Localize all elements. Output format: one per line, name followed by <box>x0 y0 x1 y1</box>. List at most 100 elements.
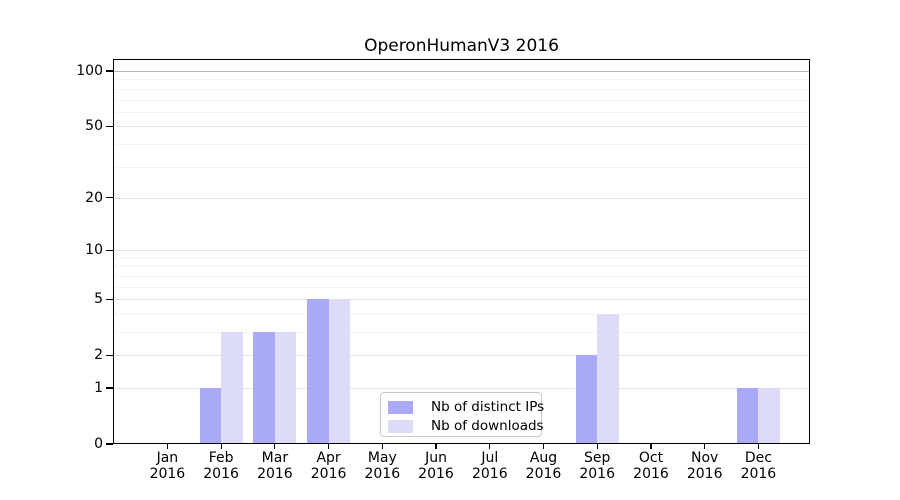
x-tick-label-may: May 2016 <box>352 450 412 482</box>
x-tick-month: Dec <box>744 450 772 466</box>
y-tick-mark-5 <box>106 298 113 300</box>
x-tick-year: 2016 <box>418 465 454 482</box>
gridline-minor-8 <box>113 266 810 268</box>
gridline-minor-30 <box>113 166 810 168</box>
x-tick-year: 2016 <box>310 465 347 482</box>
x-tick-year: 2016 <box>203 465 239 482</box>
x-tick-month: Mar <box>261 450 289 466</box>
gridline-major-50 <box>113 126 810 128</box>
x-tick-year: 2016 <box>257 465 293 482</box>
x-tick-label-apr: Apr 2016 <box>299 450 359 482</box>
x-tick-mark-sep <box>596 444 598 449</box>
bar-distinct-ips-dec <box>736 388 759 444</box>
gridline-minor-4 <box>113 313 810 315</box>
x-tick-month: Feb <box>208 450 234 466</box>
y-tick-label-5: 5 <box>94 291 103 308</box>
x-tick-month: Jun <box>425 450 447 466</box>
gridline-major-5 <box>113 299 810 301</box>
gridline-major-20 <box>113 197 810 199</box>
y-tick-mark-50 <box>106 125 113 127</box>
x-tick-mark-feb <box>220 444 222 449</box>
y-tick-mark-1 <box>106 387 113 389</box>
x-tick-month: Aug <box>529 450 558 466</box>
bar-downloads-mar <box>274 332 297 444</box>
x-tick-mark-dec <box>757 444 759 449</box>
bar-downloads-dec <box>758 388 780 444</box>
x-tick-label-feb: Feb 2016 <box>191 450 251 482</box>
x-tick-mark-nov <box>704 444 706 449</box>
legend-item-downloads: Nb of downloads <box>388 418 544 434</box>
bar-downloads-feb <box>221 332 243 444</box>
gridline-minor-3 <box>113 332 810 333</box>
y-tick-label-2: 2 <box>94 347 103 364</box>
gridline-minor-9 <box>113 257 810 259</box>
x-tick-label-dec: Dec 2016 <box>728 450 788 482</box>
x-tick-mark-jan <box>166 444 168 449</box>
x-tick-year: 2016 <box>740 465 777 482</box>
x-tick-label-mar: Mar 2016 <box>245 450 305 482</box>
y-tick-label-10: 10 <box>85 242 103 259</box>
gridline-minor-70 <box>113 99 810 101</box>
x-tick-year: 2016 <box>686 465 723 482</box>
y-tick-label-50: 50 <box>85 118 103 135</box>
x-tick-year: 2016 <box>149 465 186 482</box>
x-tick-label-nov: Nov 2016 <box>675 450 735 482</box>
plot-border <box>113 59 810 444</box>
x-tick-month: Jan <box>156 450 179 466</box>
y-tick-mark-100 <box>106 70 113 72</box>
legend-label-distinct-ips: Nb of distinct IPs <box>431 399 545 415</box>
x-tick-year: 2016 <box>525 465 562 482</box>
gridline-major-1 <box>113 388 810 389</box>
x-tick-year: 2016 <box>579 465 615 482</box>
legend-label-downloads: Nb of downloads <box>431 418 544 434</box>
bar-distinct-ips-mar <box>253 332 275 444</box>
x-tick-label-oct: Oct 2016 <box>621 450 681 482</box>
gridline-minor-60 <box>113 111 810 113</box>
x-tick-year: 2016 <box>364 465 401 482</box>
bar-downloads-sep <box>597 313 619 444</box>
gridline-major-2 <box>113 355 810 357</box>
x-tick-mark-jul <box>489 444 491 449</box>
y-tick-label-0: 0 <box>94 436 103 452</box>
gridline-minor-6 <box>113 286 810 288</box>
gridline-minor-7 <box>113 275 810 277</box>
x-tick-label-jun: Jun 2016 <box>406 450 466 482</box>
legend-swatch-downloads-icon <box>388 419 413 433</box>
x-tick-year: 2016 <box>633 465 669 482</box>
x-tick-label-aug: Aug 2016 <box>514 450 574 482</box>
gridline-major-10 <box>113 250 810 252</box>
bar-distinct-ips-sep <box>575 355 598 444</box>
bar-distinct-ips-apr <box>307 299 329 444</box>
x-tick-month: Nov <box>691 450 719 466</box>
gridline-minor-80 <box>113 88 810 90</box>
legend: Nb of distinct IPs Nb of downloads <box>380 392 545 437</box>
y-tick-mark-0 <box>106 443 113 445</box>
x-tick-mark-aug <box>542 444 545 449</box>
y-tick-label-1: 1 <box>94 380 103 396</box>
y-tick-mark-2 <box>106 354 113 356</box>
x-tick-month: Jul <box>481 450 499 466</box>
legend-item-distinct-ips: Nb of distinct IPs <box>388 399 545 415</box>
y-tick-mark-20 <box>106 197 113 199</box>
bar-distinct-ips-feb <box>199 388 222 444</box>
x-tick-month: Sep <box>583 450 611 466</box>
gridline-major-100 <box>113 71 810 72</box>
y-tick-label-20: 20 <box>85 189 103 206</box>
x-tick-mark-oct <box>650 444 652 449</box>
legend-swatch-distinct-ips-icon <box>388 400 413 414</box>
y-tick-mark-10 <box>106 249 113 251</box>
y-tick-label-100: 100 <box>76 63 103 79</box>
x-tick-label-jan: Jan 2016 <box>137 450 197 482</box>
x-tick-mark-may <box>381 444 383 449</box>
x-tick-month: Apr <box>316 450 341 466</box>
x-tick-mark-apr <box>328 444 330 449</box>
gridline-minor-40 <box>113 143 810 145</box>
x-tick-label-sep: Sep 2016 <box>567 450 627 482</box>
x-tick-mark-jun <box>435 444 437 449</box>
x-tick-mark-mar <box>274 444 276 449</box>
x-tick-year: 2016 <box>471 465 508 482</box>
chart-title: OperonHumanV3 2016 <box>364 36 559 56</box>
gridline-minor-90 <box>113 79 810 81</box>
x-tick-label-jul: Jul 2016 <box>460 450 520 482</box>
